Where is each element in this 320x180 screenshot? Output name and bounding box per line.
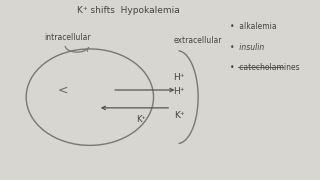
Text: extracellular: extracellular: [174, 36, 222, 45]
Text: K⁺: K⁺: [174, 111, 184, 120]
Text: •  catecholamines: • catecholamines: [230, 63, 300, 72]
Text: H⁺: H⁺: [173, 73, 185, 82]
Text: K⁺ shifts  Hypokalemia: K⁺ shifts Hypokalemia: [77, 6, 180, 15]
Text: intracellular: intracellular: [44, 33, 91, 42]
Text: <: <: [58, 84, 68, 96]
Text: H⁺: H⁺: [173, 87, 185, 96]
Text: •  alkalemia: • alkalemia: [230, 22, 276, 31]
Text: K⁺: K⁺: [136, 115, 146, 124]
Text: •  insulin: • insulin: [230, 43, 264, 52]
